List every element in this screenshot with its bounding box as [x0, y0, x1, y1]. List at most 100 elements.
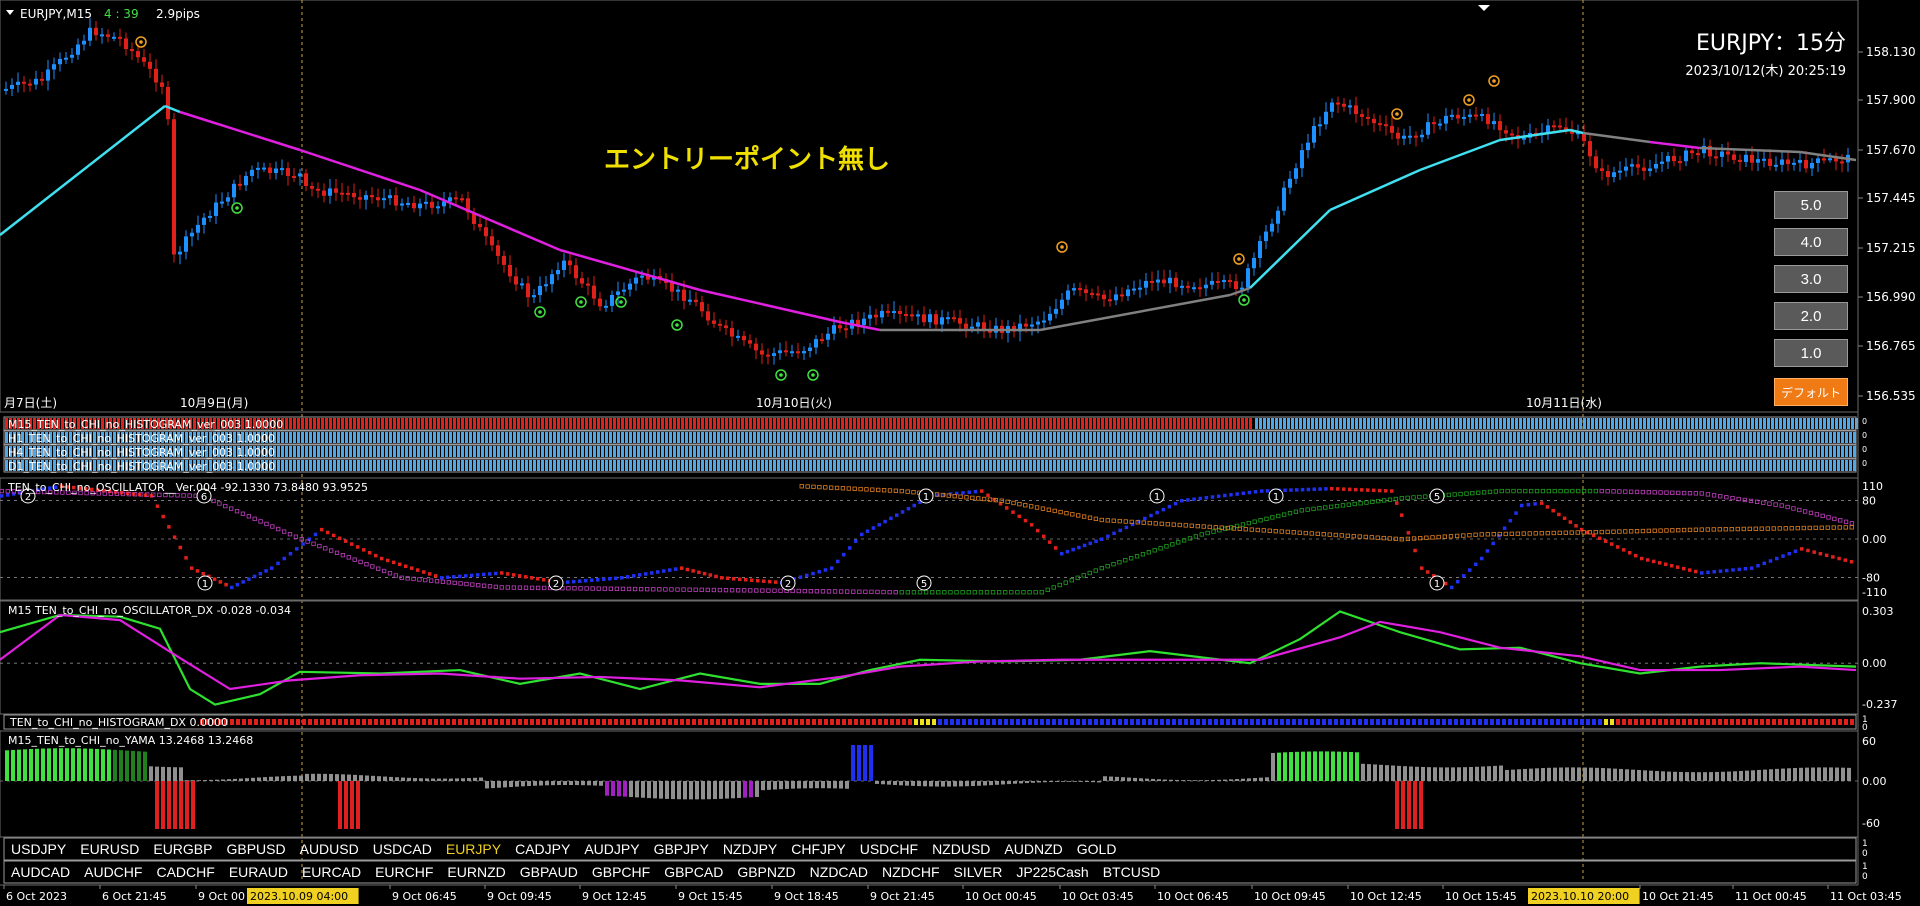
yama-bar [245, 778, 249, 781]
yama-bar [1103, 776, 1107, 781]
yama-bar [611, 781, 615, 796]
candle-body [1348, 105, 1352, 108]
pair-button-usdjpy[interactable]: USDJPY [11, 841, 67, 857]
candle-body [280, 168, 284, 171]
yama-bar [695, 781, 699, 800]
pair-button-audnzd[interactable]: AUDNZD [1004, 841, 1063, 857]
pair-button-nzdchf[interactable]: NZDCHF [882, 864, 940, 880]
ma-segment [1039, 293, 1231, 332]
pair-button-eurchf[interactable]: EURCHF [375, 864, 434, 880]
pair-button-audusd[interactable]: AUDUSD [299, 841, 359, 857]
pair-button-gbpjpy[interactable]: GBPJPY [653, 841, 709, 857]
pair-button-cadjpy[interactable]: CADJPY [515, 841, 571, 857]
pair-button-eurjpy[interactable]: EURJPY [445, 841, 502, 857]
pair-button-eurgbp[interactable]: EURGBP [153, 841, 213, 857]
pair-button-nzdcad[interactable]: NZDCAD [809, 864, 868, 880]
lot-5-button[interactable]: 5.0 [1774, 191, 1848, 219]
pair-button-gold[interactable]: GOLD [1076, 841, 1117, 857]
pair-button-eurcad[interactable]: EURCAD [301, 864, 362, 880]
candle-body [106, 34, 110, 37]
candle-body [868, 314, 872, 319]
pair-button-gbpusd[interactable]: GBPUSD [226, 841, 286, 857]
yama-bar [275, 776, 279, 781]
wave-count-marker: 1 [1154, 492, 1160, 503]
pair-button-audchf[interactable]: AUDCHF [84, 864, 143, 880]
candle-body [46, 69, 50, 81]
pair-button-nzdjpy[interactable]: NZDJPY [722, 841, 778, 857]
ma-segment [699, 288, 841, 324]
yama-bar [443, 778, 447, 781]
pair-button-gbpaud[interactable]: GBPAUD [519, 864, 578, 880]
pair-button-jp225cash[interactable]: JP225Cash [1016, 864, 1089, 880]
ma-segment [1649, 140, 1701, 150]
candle-body [1600, 168, 1604, 172]
candle-body [718, 323, 722, 326]
yama-bar [1613, 768, 1617, 781]
yama-bar [437, 778, 441, 781]
yama-bar [1643, 770, 1647, 781]
pair-button-cadchf[interactable]: CADCHF [156, 864, 215, 880]
candle-body [34, 78, 38, 85]
default-button[interactable]: デフォルト [1774, 378, 1848, 406]
pair-button-usdchf[interactable]: USDCHF [859, 841, 919, 857]
yama-bar [1763, 769, 1767, 781]
ma-segment [299, 148, 421, 192]
candle-body [1576, 132, 1580, 135]
lot-3-button[interactable]: 3.0 [1774, 265, 1848, 293]
yama-bar [1481, 766, 1485, 781]
pair-button-btcusd[interactable]: BTCUSD [1102, 864, 1161, 880]
pair-button-gbpcad[interactable]: GBPCAD [664, 864, 724, 880]
candle-body [364, 195, 368, 200]
yama-bar [1241, 778, 1245, 781]
yama-bar [593, 781, 597, 786]
yama-bar [755, 781, 759, 797]
pair-button-audcad[interactable]: AUDCAD [11, 864, 71, 880]
sell-signal-icon [1391, 108, 1403, 120]
wave-count-marker: 2 [785, 579, 791, 590]
yama-bar [995, 781, 999, 785]
candle-body [1018, 323, 1022, 332]
candle-body [700, 302, 704, 312]
candle-body [688, 299, 692, 302]
yama-histogram: 60 0.00 -60 [0, 735, 1887, 830]
yama-bar [1145, 778, 1149, 781]
candle-body [1144, 280, 1148, 288]
yama-bar [587, 781, 591, 786]
yama-bar [1511, 769, 1515, 781]
pair-button-euraud[interactable]: EURAUD [228, 864, 288, 880]
collapse-triangle-icon[interactable] [6, 10, 14, 15]
candle-body [1228, 280, 1232, 283]
pair-button-gbpnzd[interactable]: GBPNZD [737, 864, 796, 880]
candle-body [634, 277, 638, 284]
pair-button-nzdusd[interactable]: NZDUSD [932, 841, 991, 857]
yama-bar [1667, 771, 1671, 781]
lot-1-button[interactable]: 1.0 [1774, 339, 1848, 367]
candle-body [256, 167, 260, 170]
yama-bar [929, 781, 933, 787]
yama-bar [605, 781, 609, 796]
candle-body [310, 186, 314, 189]
pair-button-eurnzd[interactable]: EURNZD [447, 864, 506, 880]
pair-button-silver[interactable]: SILVER [953, 864, 1003, 880]
yama-bar [527, 781, 531, 787]
yama-bar [317, 773, 321, 781]
lot-2-button[interactable]: 2.0 [1774, 302, 1848, 330]
pair-button-chfjpy[interactable]: CHFJPY [791, 841, 846, 857]
pair-button-gbpchf[interactable]: GBPCHF [591, 864, 651, 880]
entry-note: エントリーポイント無し [604, 144, 890, 175]
candle-body [292, 175, 296, 178]
yama-bar [209, 779, 213, 781]
candle-body [1114, 294, 1118, 301]
symbol-label: EURJPY,M15 [20, 7, 92, 21]
yama-bar [629, 781, 633, 798]
candle-body [970, 326, 974, 329]
pair-button-eurusd[interactable]: EURUSD [80, 841, 140, 857]
pair-button-usdcad[interactable]: USDCAD [372, 841, 432, 857]
candle-body [1672, 155, 1676, 162]
yama-bar [659, 781, 663, 799]
shift-marker-icon[interactable] [1478, 5, 1490, 11]
time-axis: 6 Oct 2023 6 Oct 21:45 9 Oct 00 2023.10.09 … [3, 885, 1902, 904]
lot-4-button[interactable]: 4.0 [1774, 228, 1848, 256]
pair-button-audjpy[interactable]: AUDJPY [584, 841, 640, 857]
